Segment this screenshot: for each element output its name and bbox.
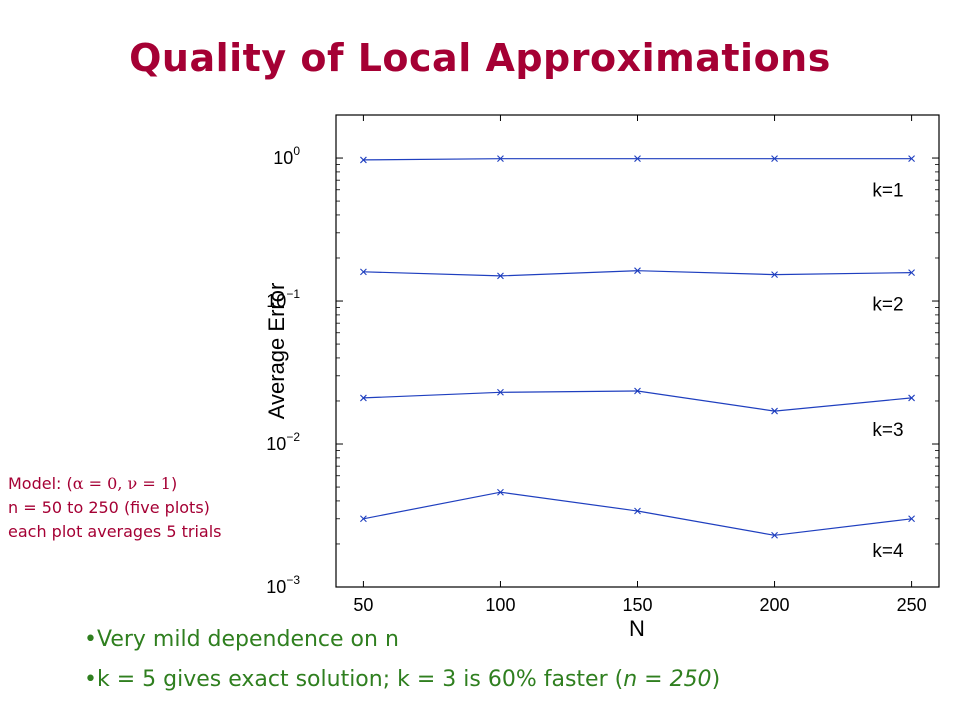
series-label: k=3 [872, 420, 903, 441]
data-point-marker [497, 488, 504, 496]
marker-stroke [908, 269, 915, 277]
model-params: α = 0, ν = 1 [72, 474, 171, 493]
marker-stroke [634, 507, 641, 515]
y-tick-label: 100 [273, 144, 300, 168]
data-point-marker [634, 267, 641, 275]
series-label: k=2 [872, 295, 903, 316]
y-tick-label: 10−2 [266, 430, 300, 454]
model-note-line1: Model: (α = 0, ν = 1) [8, 472, 222, 496]
data-point-marker [771, 531, 778, 539]
data-point-marker [360, 515, 367, 523]
slide-title: Quality of Local Approximations [129, 36, 831, 80]
data-point-marker [360, 268, 367, 276]
model-note-line2: n = 50 to 250 (five plots) [8, 498, 210, 517]
x-tick-label: 50 [353, 595, 373, 615]
y-axis-title: Average Error [264, 283, 289, 420]
series-label: k=1 [872, 181, 903, 202]
data-point-marker [360, 394, 367, 402]
x-tick-label: 200 [760, 595, 790, 615]
data-point-marker [908, 394, 915, 402]
marker-stroke [771, 155, 778, 163]
model-prefix: Model: ( [8, 474, 73, 493]
data-point-marker [771, 271, 778, 279]
bullet-list: Very mild dependence on n k = 5 gives ex… [84, 620, 720, 700]
marker-stroke [634, 155, 641, 163]
x-tick-label: 100 [485, 595, 515, 615]
bullet-text: k = 5 gives exact solution; k = 3 is 60%… [96, 667, 624, 692]
marker-stroke [908, 394, 915, 402]
bullet-item: Very mild dependence on n [84, 620, 720, 660]
series-line [363, 390, 912, 412]
data-point-marker [634, 387, 641, 395]
data-point-marker [771, 407, 778, 415]
marker-stroke [497, 155, 504, 163]
series-label: k=4 [872, 541, 904, 562]
data-point-marker [634, 155, 641, 163]
marker-stroke [497, 488, 504, 496]
data-point-marker [360, 156, 367, 164]
x-tick-label: 150 [622, 595, 652, 615]
data-point-marker [908, 155, 915, 163]
data-point-marker [908, 269, 915, 277]
marker-stroke [908, 515, 915, 523]
marker-stroke [360, 515, 367, 523]
y-axis: 100 10−1 10−2 10−3 [266, 114, 939, 597]
marker-stroke [771, 407, 778, 415]
bullet-text: ) [711, 667, 721, 692]
data-point-marker [771, 155, 778, 163]
marker-stroke [771, 531, 778, 539]
marker-stroke [360, 156, 367, 164]
marker-stroke [634, 267, 641, 275]
marker-stroke [497, 272, 504, 280]
data-point-marker [497, 388, 504, 396]
model-suffix: ) [170, 474, 178, 493]
data-point-marker [497, 272, 504, 280]
x-tick-label: 250 [897, 595, 927, 615]
bullet-text: Very mild dependence on n [96, 627, 399, 652]
bullet-italic: n = 250 [623, 667, 712, 692]
data-point-marker [497, 155, 504, 163]
marker-stroke [360, 394, 367, 402]
x-axis: 50 100 150 200 250 [353, 115, 927, 615]
series-layer: k=1 k=2 k=3 k=4 [360, 155, 915, 562]
bullet-item: k = 5 gives exact solution; k = 3 is 60%… [84, 660, 720, 700]
marker-stroke [360, 268, 367, 276]
data-point-marker [634, 507, 641, 515]
plot-frame [335, 114, 940, 588]
series-line [363, 270, 912, 277]
data-point-marker [908, 515, 915, 523]
y-tick-label: 10−1 [266, 287, 300, 311]
model-note: Model: (α = 0, ν = 1) n = 50 to 250 (fiv… [8, 472, 222, 544]
marker-stroke [634, 387, 641, 395]
marker-stroke [908, 155, 915, 163]
marker-stroke [497, 388, 504, 396]
model-note-line3: each plot averages 5 trials [8, 522, 222, 541]
series-line [363, 491, 912, 536]
marker-stroke [771, 271, 778, 279]
y-tick-label: 10−3 [266, 573, 300, 597]
